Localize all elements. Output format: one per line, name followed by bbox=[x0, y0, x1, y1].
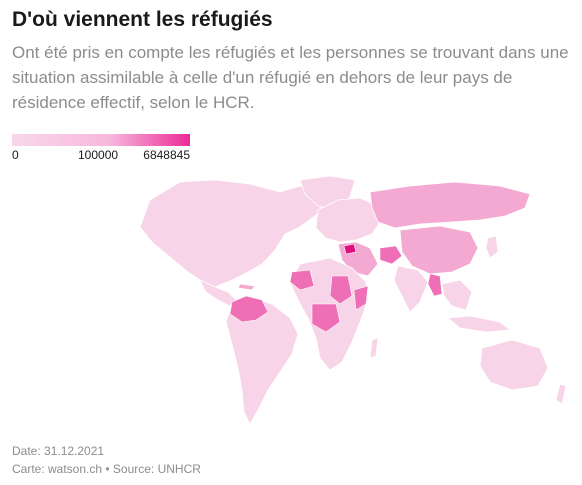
region-venezuela[interactable] bbox=[229, 295, 269, 323]
region-caribbean[interactable] bbox=[237, 283, 256, 291]
map-subtitle: Ont été pris en compte les réfugiés et l… bbox=[12, 43, 569, 112]
legend-mid-label: 100000 bbox=[78, 148, 119, 162]
source-credit: Carte: watson.ch • Source: UNHCR bbox=[12, 462, 201, 476]
region-south-america[interactable] bbox=[225, 297, 299, 425]
legend-labels: 0 100000 6848845 bbox=[12, 148, 190, 164]
region-russia[interactable] bbox=[369, 181, 531, 229]
region-syria[interactable] bbox=[343, 243, 357, 255]
region-north-america[interactable] bbox=[139, 179, 326, 288]
region-australia[interactable] bbox=[479, 339, 549, 391]
region-new-zealand[interactable] bbox=[555, 383, 567, 405]
map-title: D'où viennent les réfugiés bbox=[12, 8, 273, 31]
region-madagascar[interactable] bbox=[369, 337, 379, 359]
color-legend: 0 100000 6848845 bbox=[12, 134, 190, 164]
region-indonesia[interactable] bbox=[447, 315, 512, 333]
legend-max-label: 6848845 bbox=[143, 148, 190, 162]
region-europe[interactable] bbox=[315, 197, 381, 243]
region-china[interactable] bbox=[399, 225, 479, 275]
region-afghanistan[interactable] bbox=[379, 245, 403, 265]
region-india[interactable] bbox=[393, 265, 429, 313]
region-somalia[interactable] bbox=[353, 285, 369, 311]
legend-gradient-bar bbox=[12, 134, 190, 146]
region-southeast-asia[interactable] bbox=[441, 279, 473, 311]
region-myanmar[interactable] bbox=[427, 273, 443, 297]
date-note: Date: 31.12.2021 bbox=[12, 444, 105, 458]
world-choropleth-map bbox=[139, 175, 567, 425]
legend-min-label: 0 bbox=[12, 148, 19, 162]
region-sudan[interactable] bbox=[329, 275, 353, 305]
region-japan[interactable] bbox=[485, 235, 499, 259]
region-mali[interactable] bbox=[289, 269, 315, 291]
region-central-africa[interactable] bbox=[311, 303, 341, 333]
map-footer: Date: 31.12.2021 Carte: watson.ch • Sour… bbox=[12, 442, 201, 478]
